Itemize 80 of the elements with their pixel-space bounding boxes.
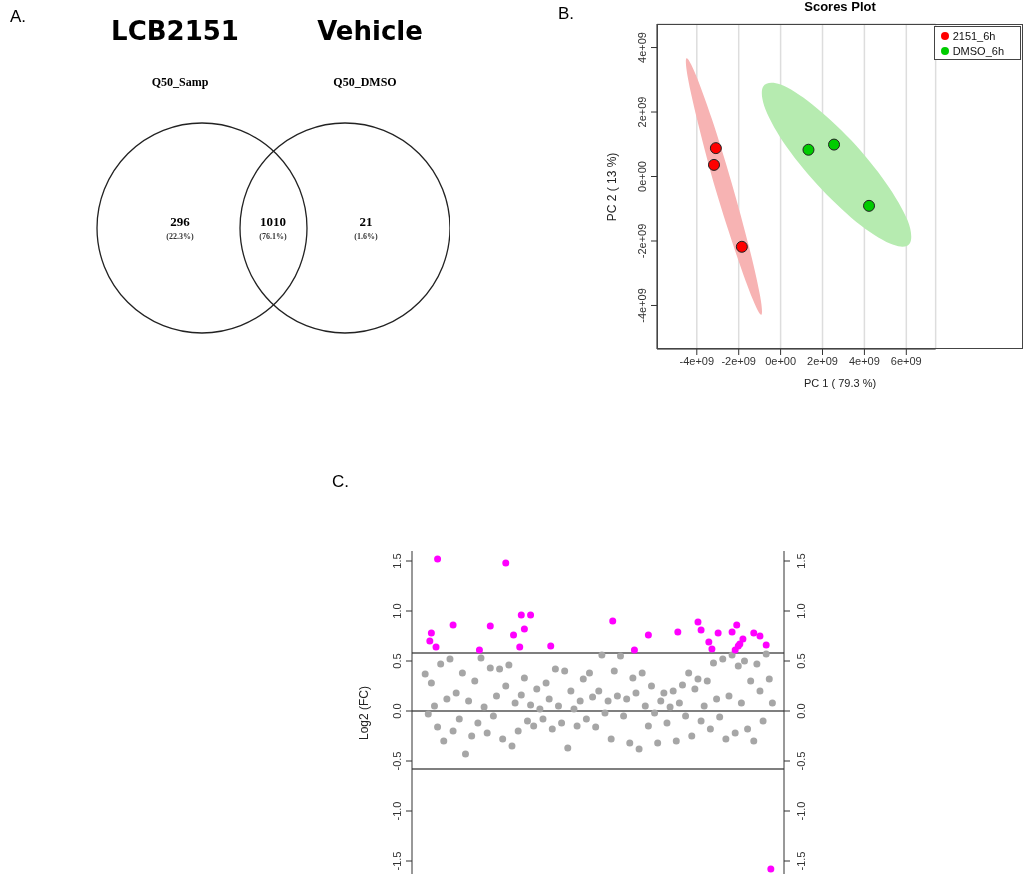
point (426, 637, 434, 645)
point (520, 625, 528, 633)
point (694, 618, 702, 626)
point (802, 143, 815, 156)
y2-tick-label: -1.0 (795, 801, 807, 821)
y-tick-label: 0.5 (391, 653, 403, 669)
chart-title: Scores Plot (803, 0, 877, 14)
point (547, 642, 555, 650)
point (449, 621, 457, 629)
y-tick-label: -1.0 (391, 801, 403, 821)
data-label: 1010 (260, 214, 286, 229)
point (609, 617, 617, 625)
y2-tick-label: 1.5 (795, 553, 807, 569)
y2-tick-label: -1.5 (795, 851, 807, 871)
point (762, 641, 770, 649)
point (733, 621, 741, 629)
legend-label: DMSO_6h (952, 45, 1004, 57)
y-axis-title: Log2 (FC) (357, 685, 371, 740)
point (516, 643, 524, 651)
text: (22.3%) (166, 232, 194, 241)
y2-tick-label: 0.5 (795, 653, 807, 669)
point (527, 611, 535, 619)
x-tick-label: -4e+09 (679, 354, 715, 367)
point (427, 629, 435, 637)
point (863, 199, 876, 212)
y-tick-label: -1.5 (391, 851, 403, 871)
point (739, 635, 747, 643)
point (735, 240, 748, 253)
data-label: 21 (359, 214, 373, 229)
text: Vehicle (317, 16, 423, 46)
data-label: 296 (170, 214, 191, 229)
point (630, 646, 638, 654)
point (708, 645, 716, 653)
y-tick-label: 4e+09 (636, 32, 648, 63)
text: A. (10, 7, 27, 26)
text: B. (558, 4, 575, 24)
y2-tick-label: 0.0 (795, 703, 807, 719)
y-tick-label: 1.0 (391, 603, 403, 619)
point (707, 158, 720, 171)
point (756, 632, 764, 640)
point (517, 611, 525, 619)
y2-tick-label: 1.0 (795, 603, 807, 619)
point (767, 865, 775, 873)
point (697, 626, 705, 634)
point (644, 631, 652, 639)
y2-tick-label: -0.5 (795, 751, 807, 771)
text: (76.1%) (259, 232, 287, 241)
category-label: Q50_DMSO (333, 75, 397, 89)
x-tick-label: 0e+00 (765, 354, 797, 367)
point (714, 629, 722, 637)
point (705, 638, 713, 646)
point (434, 555, 442, 563)
x-tick-label: 2e+09 (807, 354, 838, 367)
y-tick-label: 1.5 (391, 553, 403, 569)
point (510, 631, 518, 639)
point (486, 622, 494, 630)
point (502, 559, 510, 567)
point (709, 142, 722, 155)
x-tick-label: 6e+09 (890, 354, 922, 367)
y-tick-label: 2e+09 (636, 96, 648, 128)
point (828, 138, 841, 151)
point (728, 628, 736, 636)
point (750, 629, 758, 637)
y-tick-label: -2e+09 (636, 223, 648, 259)
category-label: Q50_Samp (151, 75, 209, 89)
text: (1.6%) (354, 232, 378, 241)
legend-label: 2151_6h (952, 30, 996, 42)
x-axis-title: PC 1 ( 79.3 %) (803, 377, 877, 389)
y-tick-label: -4e+09 (636, 288, 648, 323)
text: C. (332, 472, 349, 492)
text: LCB2151 (111, 16, 239, 46)
x-tick-label: -2e+09 (721, 354, 756, 367)
y-tick-label: 0.0 (391, 703, 403, 719)
x-tick-label: 4e+09 (848, 354, 880, 367)
y-axis-title: PC 2 ( 13 %) (605, 152, 619, 221)
point (674, 628, 682, 636)
point (475, 646, 483, 654)
point (432, 643, 440, 651)
y-tick-label: 0e+00 (636, 161, 648, 192)
y-tick-label: -0.5 (391, 751, 403, 771)
